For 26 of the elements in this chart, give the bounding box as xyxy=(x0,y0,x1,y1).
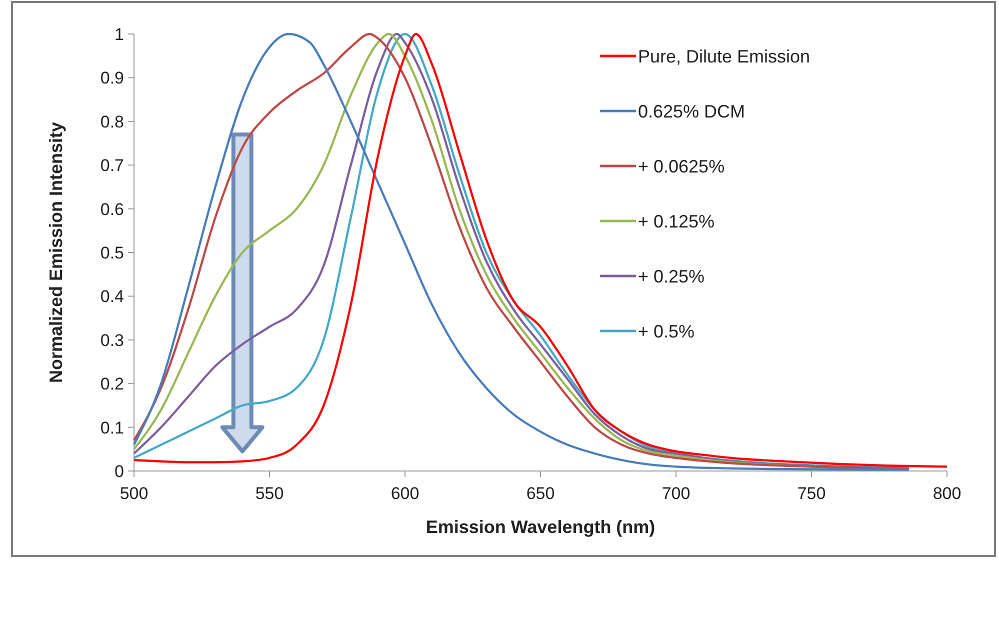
legend-label: + 0.5% xyxy=(638,321,695,342)
y-tick-label: 0.1 xyxy=(100,418,124,438)
y-tick-label: 0.4 xyxy=(100,287,124,306)
legend-label: Pure, Dilute Emission xyxy=(638,46,810,66)
y-tick-label: 0.8 xyxy=(100,112,124,132)
y-tick-label: 1 xyxy=(114,24,124,44)
legend-label: + 0.125% xyxy=(638,211,715,232)
y-axis-title: Normalized Emission Intensity xyxy=(46,122,66,384)
y-tick-label: 0.3 xyxy=(100,330,124,350)
legend-label: + 0.0625% xyxy=(638,156,725,176)
legend-label: + 0.25% xyxy=(638,266,705,286)
x-tick-label: 700 xyxy=(662,484,690,503)
y-tick-label: 0 xyxy=(114,462,124,481)
y-tick-label: 0.6 xyxy=(100,200,124,219)
y-tick-label: 0.5 xyxy=(100,243,124,262)
x-tick-label: 800 xyxy=(932,484,962,503)
x-tick-label: 650 xyxy=(526,484,555,503)
x-tick-label: 500 xyxy=(120,484,148,503)
x-tick-label: 600 xyxy=(390,484,420,503)
y-tick-label: 0.2 xyxy=(100,374,124,394)
x-tick-label: 750 xyxy=(797,484,826,503)
x-axis-title: Emission Wavelength (nm) xyxy=(426,517,656,537)
y-tick-label: 0.9 xyxy=(100,68,124,88)
y-tick-label: 0.7 xyxy=(100,156,124,176)
x-tick-label: 550 xyxy=(255,484,284,503)
legend-label: 0.625% DCM xyxy=(638,101,746,122)
